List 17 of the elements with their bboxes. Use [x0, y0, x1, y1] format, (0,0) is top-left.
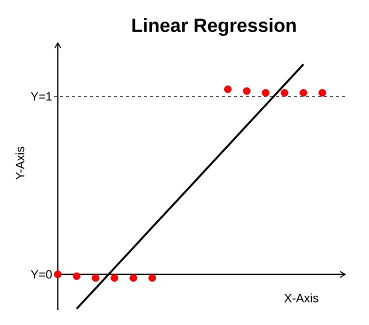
point — [280, 89, 288, 97]
point — [318, 89, 326, 97]
x-axis-title: X-Axis — [284, 294, 318, 302]
point — [262, 89, 270, 97]
y-tick-label: Y=1 — [30, 92, 52, 101]
point — [72, 272, 80, 280]
point — [92, 274, 100, 282]
point — [130, 274, 138, 282]
point — [54, 270, 62, 278]
point — [242, 87, 251, 95]
y-tick-label: Y=0 — [30, 270, 52, 279]
point — [110, 274, 118, 282]
point — [148, 274, 156, 282]
y-axis-title: Y-Axis — [15, 146, 24, 180]
chart-title: Linear Regression — [132, 18, 296, 36]
point — [300, 89, 308, 97]
point — [224, 85, 232, 94]
